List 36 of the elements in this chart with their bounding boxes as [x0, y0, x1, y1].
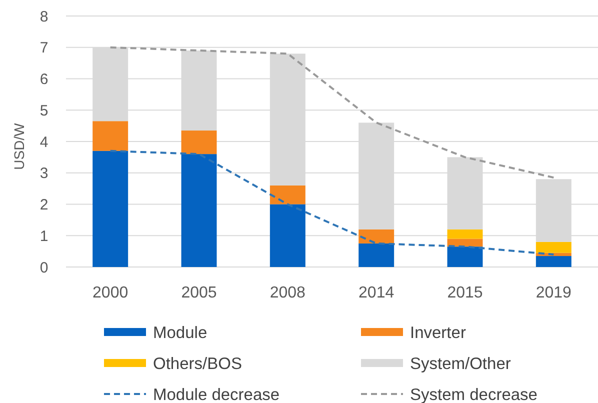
bar	[92, 150, 128, 267]
line-series	[109, 150, 555, 256]
x-tick-label: 2015	[447, 284, 483, 302]
y-tick-label: 5	[40, 102, 48, 120]
legend-label: System/Other	[410, 354, 512, 373]
legend-label: System decrease	[410, 386, 538, 403]
bar	[447, 246, 483, 267]
x-tick-label: 2014	[358, 284, 394, 302]
x-tick-label: 2008	[270, 284, 306, 302]
legend-label: Module	[153, 324, 208, 342]
y-tick-label: 6	[40, 71, 48, 88]
bar	[536, 242, 572, 253]
bar	[92, 121, 128, 151]
bar	[447, 229, 483, 239]
y-tick-label: 3	[40, 165, 48, 182]
line-series	[109, 46, 555, 179]
legend-label: Others/BOS	[153, 354, 242, 373]
bar	[181, 154, 217, 267]
y-tick-label: 2	[40, 196, 48, 214]
y-tick-label: 4	[40, 134, 48, 151]
legend-label: Module decrease	[153, 386, 280, 403]
y-axis-title: USD/W	[11, 122, 27, 170]
y-tick-label: 8	[40, 8, 48, 26]
legend-label: Inverter	[410, 324, 466, 342]
x-tick-label: 2005	[181, 284, 217, 302]
y-tick-label: 1	[40, 228, 48, 245]
y-tick-label: 7	[40, 40, 48, 57]
bar	[270, 185, 306, 204]
x-tick-label: 2019	[536, 284, 572, 302]
bar	[358, 243, 394, 267]
bar	[536, 256, 572, 267]
y-tick-label: 0	[40, 259, 48, 276]
bar	[270, 204, 306, 267]
x-tick-label: 2000	[92, 284, 128, 302]
bar	[358, 229, 394, 244]
bar	[181, 130, 217, 154]
